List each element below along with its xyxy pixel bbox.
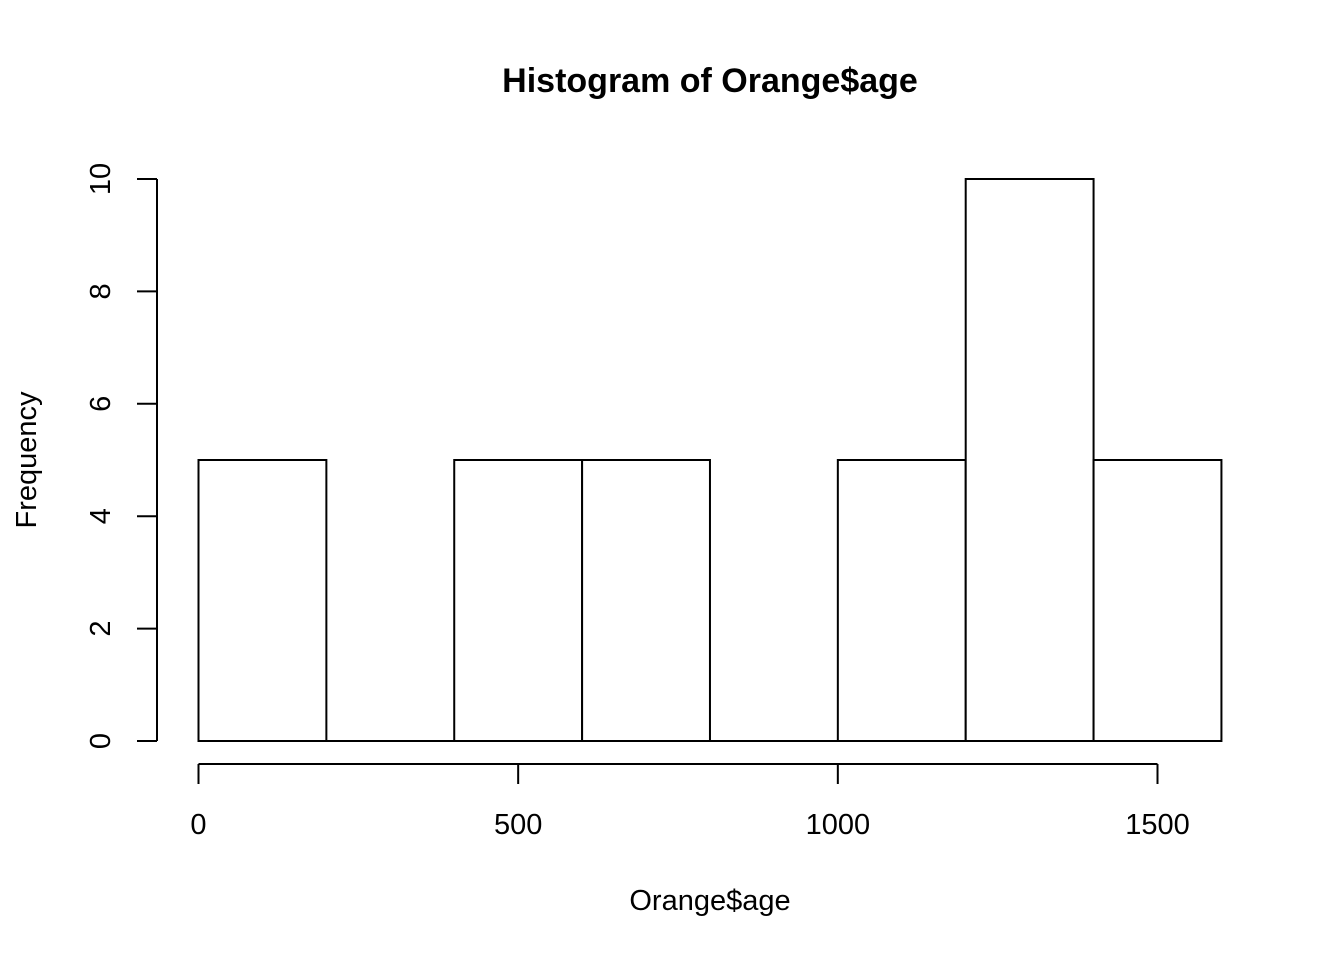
y-tick-label-8: 8: [85, 283, 117, 299]
x-axis-label: Orange$age: [629, 885, 790, 917]
chart-title: Histogram of Orange$age: [502, 62, 918, 100]
bars-group: [197, 178, 1223, 742]
histogram-bar-6: [964, 178, 1095, 742]
y-axis: 0 2 4 6 8 10: [85, 163, 158, 749]
x-tick-label-1000: 1000: [806, 809, 871, 841]
y-axis-label: Frequency: [11, 391, 43, 529]
histogram-bar-3: [581, 459, 711, 742]
y-tick-label-4: 4: [85, 508, 117, 524]
y-tick-label-10: 10: [85, 163, 117, 195]
histogram-bar-7: [1092, 459, 1223, 742]
x-tick-label-0: 0: [190, 809, 206, 841]
y-tick-label-6: 6: [85, 396, 117, 412]
y-tick-label-0: 0: [85, 733, 117, 749]
y-tick-label-2: 2: [85, 621, 117, 637]
x-tick-label-1500: 1500: [1125, 809, 1190, 841]
x-tick-label-500: 500: [494, 809, 542, 841]
histogram-bar-2: [453, 459, 584, 742]
x-axis: 0 500 1000 1500: [190, 763, 1190, 841]
histogram-bar-5: [836, 459, 967, 742]
histogram-bar-0: [197, 459, 328, 742]
